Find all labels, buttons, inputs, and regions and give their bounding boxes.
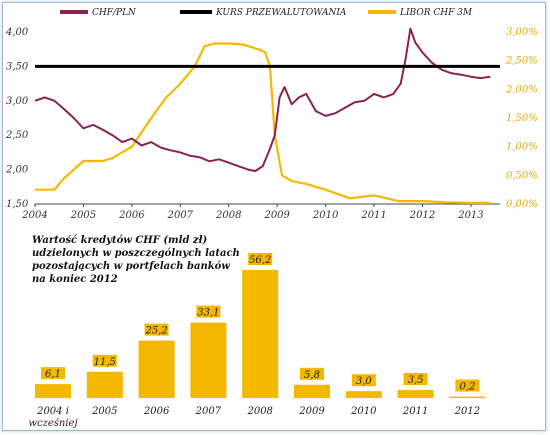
bar-category-label: 2005 [91,406,117,417]
bar-value-label: 6,1 [45,369,61,380]
bar [35,384,71,398]
bar-category-label: 2006 [143,406,170,417]
legend: CHF/PLN KURS PRZEWALUTOWANIA LIBOR CHF 3… [60,8,473,18]
bar-value-box [196,305,221,318]
y-right-tick-label: 0,50% [506,170,538,181]
bar-title-line: pozostających w portfelach banków [32,261,230,272]
y-left-tick-label: 1,50 [6,199,29,210]
y-left-tick-label: 2,50 [5,130,29,141]
x-tick-label: 2011 [360,210,386,221]
bar-value-label: 3,5 [408,375,424,386]
bar-value-label: 56,2 [249,255,271,266]
bar-value-box [92,354,117,367]
bar [449,396,486,398]
bar-value-box [144,323,169,336]
bar-value-label: 3,0 [356,376,373,387]
bar-title-line: Wartość kredytów CHF (mld zł) [32,235,207,246]
y-left-tick-label: 3,50 [6,61,29,72]
x-tick-label: 2004 [21,210,47,221]
top-axes: 2004 2005 2006 2007 2008 2009 2010 2011 2012 2013… [5,27,538,221]
bar [138,340,175,398]
y-right-tick-label: 3,00% [506,27,538,38]
bar [86,371,123,398]
bar-value-box [351,374,376,387]
series-line-chf-pln [34,27,491,172]
bar-category-label: 2009 [298,406,325,417]
bar-value-label: 25,2 [144,326,167,337]
y-right-tick-label: 0,00% [506,199,538,210]
bar-value-label: 11,5 [94,357,116,368]
bar-title-line: na koniec 2012 [32,274,118,285]
bar-category-label: 2010 [350,406,377,417]
bar [190,322,227,398]
bar-value-box [41,367,65,380]
y-right-tick-label: 1,00% [506,142,538,153]
bar-category-label: wcześniej [28,418,77,429]
bar-category-label: 2004 i [36,406,69,417]
bar-value-label: 5,8 [304,370,320,381]
x-tick-label: 2008 [215,210,241,221]
x-tick-label: 2009 [263,210,290,221]
bar-value-box [300,367,324,380]
bar-value-box [248,253,273,265]
bar-title-line: udzielonych w poszczególnych latach [32,248,240,259]
y-left-tick-label: 2,00 [5,165,29,176]
bar-value-box [455,379,480,392]
bar-category-label: 2007 [195,406,222,417]
legend-label-chf-pln: CHF/PLN [92,8,137,18]
bar-category-label: 2008 [246,406,272,417]
bar [242,270,279,398]
legend-label-kurs: KURS PRZEWALUTOWANIA [215,8,347,18]
bar [397,390,434,398]
bar-chart-title: Wartość kredytów CHF (mld zł) udzielonych… [32,235,240,285]
x-tick-label: 2006 [118,210,145,221]
y-right-tick-label: 2,00% [505,84,538,95]
x-tick-label: 2013 [457,210,483,221]
x-tick-label: 2007 [167,210,194,221]
bar-value-box [403,373,428,386]
bar-value-label: 0,2 [459,382,475,393]
legend-label-libor: LIBOR CHF 3M [399,8,473,18]
bar-category-label: 2012 [454,406,480,417]
y-left-tick-label: 4,00 [5,27,29,38]
top-lines [34,27,500,204]
x-tick-label: 2012 [409,210,435,221]
y-right-tick-label: 1,50% [506,113,538,124]
y-left-tick-label: 3,00 [6,96,29,107]
bar-category-label: 2011 [402,406,428,417]
bar [294,384,330,398]
x-tick-label: 2010 [312,210,339,221]
bar [345,391,382,398]
series-line-libor [35,42,491,204]
x-tick-label: 2005 [70,210,96,221]
y-right-tick-label: 2,50% [505,56,538,67]
bar-value-label: 33,1 [197,308,219,319]
